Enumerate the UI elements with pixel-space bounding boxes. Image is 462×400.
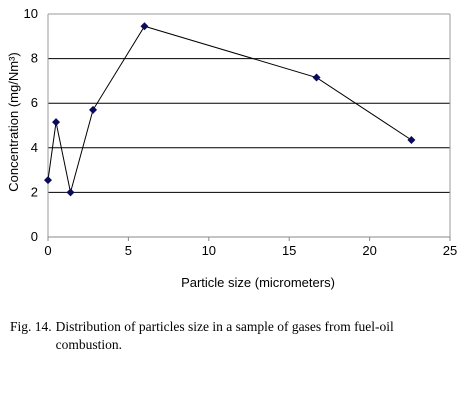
caption-label: Fig. 14. [10,319,52,334]
series-line [47,25,412,193]
y-tick-label: 8 [31,51,38,66]
y-tick-label: 6 [31,95,38,110]
x-tick-label: 0 [44,243,51,258]
data-point-marker [52,118,61,127]
data-point-marker [140,22,149,31]
y-tick-label: 4 [31,140,38,155]
line-chart: 0 2 4 6 8 10 0 5 10 15 20 25 Particle size (microm… [6,6,457,290]
y-tick-label: 2 [31,184,38,199]
x-axis-ticks: 0 5 10 15 20 25 [44,237,457,258]
data-point-marker [66,188,75,197]
x-tick-label: 5 [125,243,132,258]
x-tick-label: 25 [443,243,457,258]
data-point-marker [407,135,416,144]
y-axis-title: Concentration (mg/Nm³) [6,52,21,191]
y-axis-ticks: 0 2 4 6 8 10 [24,6,38,244]
axes [47,13,451,238]
x-tick-label: 10 [202,243,216,258]
data-series [44,22,416,197]
x-tick-label: 15 [282,243,296,258]
figure-caption: Fig. 14. Distribution of particles size … [10,318,440,354]
y-tick-label: 0 [31,229,38,244]
x-tick-label: 20 [362,243,376,258]
y-tick-label: 10 [24,6,38,21]
gridlines [48,13,450,193]
caption-text: Distribution of particles size in a samp… [55,319,394,352]
data-point-marker [312,73,321,82]
data-point-marker [89,105,98,114]
x-axis-title: Particle size (micrometers) [181,275,335,290]
data-point-marker [44,176,52,185]
